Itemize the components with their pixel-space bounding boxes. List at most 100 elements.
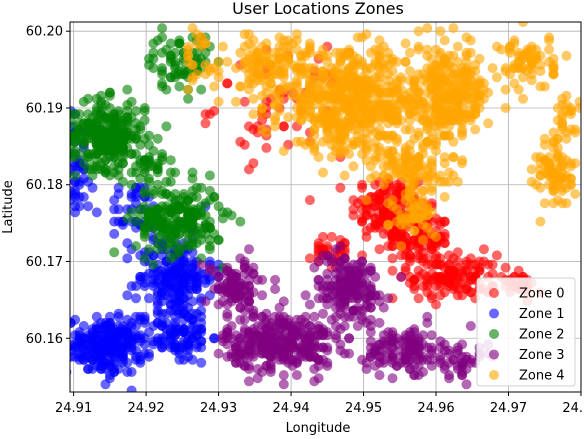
data-point xyxy=(400,56,411,67)
data-point xyxy=(348,259,359,270)
data-point xyxy=(439,158,450,169)
data-point xyxy=(161,121,172,132)
data-point xyxy=(548,69,559,80)
data-point xyxy=(70,189,81,199)
data-point xyxy=(435,336,446,347)
data-point xyxy=(348,103,359,113)
data-point xyxy=(144,216,154,227)
data-point xyxy=(148,53,159,64)
data-point xyxy=(287,339,298,350)
data-point xyxy=(448,268,459,279)
data-point xyxy=(574,103,581,113)
data-point xyxy=(491,72,502,83)
data-point xyxy=(539,133,550,144)
data-point xyxy=(83,149,94,159)
data-point xyxy=(361,195,372,206)
data-point xyxy=(457,158,468,169)
data-point xyxy=(448,23,459,34)
data-point xyxy=(409,333,420,344)
data-point xyxy=(452,84,463,95)
data-point xyxy=(335,278,346,288)
data-point xyxy=(213,271,224,282)
data-point xyxy=(170,296,181,307)
data-point xyxy=(352,130,363,141)
data-point xyxy=(252,50,263,61)
data-point xyxy=(187,192,198,202)
legend: Zone 0 Zone 1 Zone 2 Zone 3 Zone 4 xyxy=(476,277,576,387)
data-point xyxy=(409,78,420,89)
data-point xyxy=(148,274,159,285)
data-point xyxy=(261,127,272,138)
data-point xyxy=(361,90,372,101)
data-point xyxy=(431,44,441,55)
data-point xyxy=(222,333,233,344)
data-point xyxy=(344,63,355,74)
data-point xyxy=(452,109,463,120)
data-point xyxy=(444,345,455,356)
data-point xyxy=(465,93,476,104)
data-point xyxy=(57,355,67,365)
data-point xyxy=(244,327,254,338)
data-point xyxy=(113,164,124,175)
data-point xyxy=(157,23,168,34)
data-point xyxy=(418,170,428,181)
data-point xyxy=(74,179,85,190)
data-point xyxy=(100,164,111,175)
data-point xyxy=(278,370,289,381)
data-point xyxy=(226,351,237,362)
data-point xyxy=(439,231,450,242)
data-point xyxy=(409,281,420,292)
data-point xyxy=(326,256,337,267)
data-point xyxy=(387,66,398,77)
data-point xyxy=(422,23,433,34)
data-point xyxy=(300,290,311,301)
series-zone-3 xyxy=(196,241,498,390)
data-point xyxy=(387,357,398,368)
data-point xyxy=(126,167,137,178)
data-point xyxy=(383,219,394,230)
data-point xyxy=(126,207,137,218)
data-point xyxy=(431,271,441,282)
data-point xyxy=(131,241,141,252)
data-point xyxy=(391,93,402,104)
data-point xyxy=(165,330,176,341)
data-point xyxy=(217,41,228,52)
data-point xyxy=(448,136,459,147)
data-point xyxy=(183,351,194,362)
data-point xyxy=(513,47,524,58)
data-point xyxy=(435,81,446,92)
data-point xyxy=(191,278,202,288)
data-point xyxy=(361,29,372,40)
data-point xyxy=(252,373,263,384)
data-point xyxy=(452,176,463,187)
data-point xyxy=(109,339,120,350)
data-point xyxy=(335,118,346,129)
data-point xyxy=(431,103,441,113)
data-point xyxy=(165,155,176,166)
data-point xyxy=(474,256,485,267)
data-point xyxy=(544,35,555,46)
data-point xyxy=(465,253,476,264)
data-point xyxy=(413,293,424,304)
data-point xyxy=(226,268,237,279)
data-point xyxy=(431,250,441,261)
data-point xyxy=(278,35,289,46)
data-point xyxy=(144,327,154,338)
data-point xyxy=(357,256,368,267)
y-tick-label: 60.16 xyxy=(26,332,63,347)
data-point xyxy=(309,364,320,374)
data-point xyxy=(300,311,311,322)
data-point xyxy=(344,333,355,344)
data-point xyxy=(374,317,385,328)
data-point xyxy=(113,364,124,374)
data-point xyxy=(426,241,437,252)
data-point xyxy=(318,72,328,83)
data-point xyxy=(70,170,81,181)
data-point xyxy=(322,90,333,101)
data-point xyxy=(400,195,411,206)
data-point xyxy=(570,158,581,169)
data-point xyxy=(426,139,437,150)
x-tick-label: 24.96 xyxy=(417,401,454,416)
data-point xyxy=(318,330,328,341)
